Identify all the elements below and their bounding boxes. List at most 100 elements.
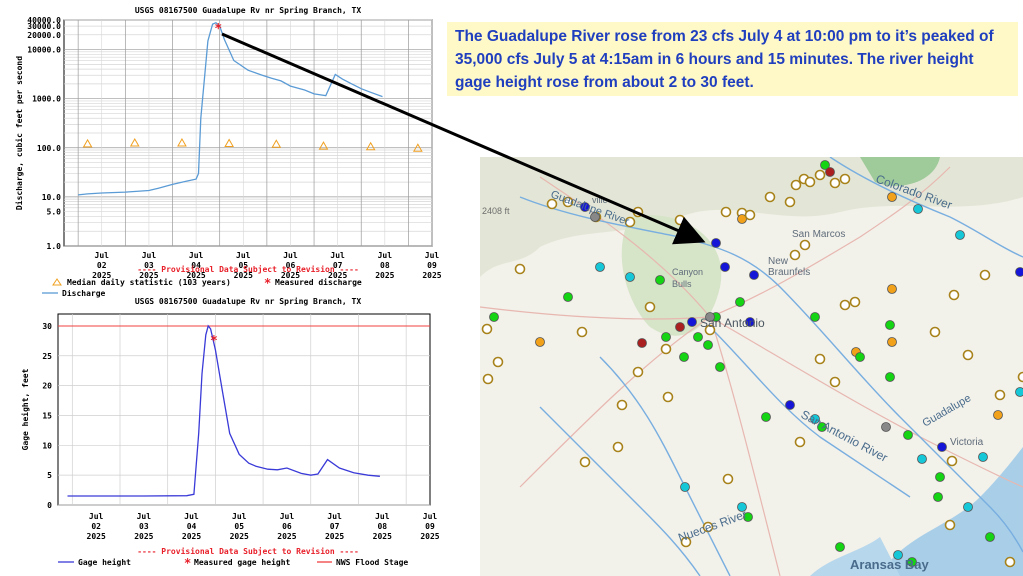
station-marker[interactable] — [885, 320, 895, 330]
station-marker[interactable] — [887, 337, 897, 347]
station-marker[interactable] — [985, 532, 995, 542]
station-marker[interactable] — [887, 192, 897, 202]
station-marker[interactable] — [946, 455, 958, 467]
station-marker[interactable] — [722, 473, 734, 485]
station-marker[interactable] — [644, 301, 656, 313]
station-marker[interactable] — [637, 338, 647, 348]
station-marker[interactable] — [703, 340, 713, 350]
station-marker[interactable] — [929, 326, 941, 338]
station-marker[interactable] — [632, 366, 644, 378]
station-marker[interactable] — [744, 209, 756, 221]
station-marker[interactable] — [825, 167, 835, 177]
station-marker[interactable] — [749, 270, 759, 280]
station-marker[interactable] — [704, 324, 716, 336]
station-marker[interactable] — [855, 352, 865, 362]
station-marker[interactable] — [944, 519, 956, 531]
station-marker[interactable] — [978, 452, 988, 462]
station-marker[interactable] — [907, 557, 917, 567]
station-marker[interactable] — [720, 262, 730, 272]
station-marker[interactable] — [789, 249, 801, 261]
station-marker[interactable] — [675, 322, 685, 332]
station-marker[interactable] — [737, 214, 747, 224]
station-marker[interactable] — [661, 332, 671, 342]
station-marker[interactable] — [579, 456, 591, 468]
station-marker[interactable] — [784, 196, 796, 208]
station-marker[interactable] — [829, 177, 841, 189]
station-marker[interactable] — [839, 173, 851, 185]
station-marker[interactable] — [715, 362, 725, 372]
station-marker[interactable] — [799, 239, 811, 251]
station-marker[interactable] — [1015, 387, 1023, 397]
station-marker[interactable] — [849, 296, 861, 308]
station-marker[interactable] — [814, 353, 826, 365]
streamflow-map[interactable]: San Marcos New Braunfels San Antonio Vic… — [480, 157, 1023, 576]
station-marker[interactable] — [937, 442, 947, 452]
station-marker[interactable] — [743, 512, 753, 522]
station-marker[interactable] — [790, 179, 802, 191]
station-marker[interactable] — [913, 204, 923, 214]
station-marker[interactable] — [1015, 267, 1023, 277]
station-marker[interactable] — [810, 312, 820, 322]
station-marker[interactable] — [917, 454, 927, 464]
station-marker[interactable] — [887, 284, 897, 294]
station-marker[interactable] — [979, 269, 991, 281]
station-marker[interactable] — [935, 472, 945, 482]
station-marker[interactable] — [590, 212, 600, 222]
station-marker[interactable] — [1004, 556, 1016, 568]
station-marker[interactable] — [993, 410, 1003, 420]
station-marker[interactable] — [595, 262, 605, 272]
station-marker[interactable] — [810, 414, 820, 424]
station-marker[interactable] — [817, 422, 827, 432]
station-marker[interactable] — [804, 176, 816, 188]
station-marker[interactable] — [720, 206, 732, 218]
station-marker[interactable] — [514, 263, 526, 275]
station-marker[interactable] — [535, 337, 545, 347]
station-marker[interactable] — [933, 492, 943, 502]
station-marker[interactable] — [881, 422, 891, 432]
station-marker[interactable] — [492, 356, 504, 368]
station-marker[interactable] — [662, 391, 674, 403]
station-marker[interactable] — [687, 317, 697, 327]
station-marker[interactable] — [737, 502, 747, 512]
station-marker[interactable] — [660, 343, 672, 355]
station-marker[interactable] — [655, 275, 665, 285]
station-marker[interactable] — [616, 399, 628, 411]
station-marker[interactable] — [546, 198, 558, 210]
station-marker[interactable] — [563, 292, 573, 302]
station-marker[interactable] — [735, 297, 745, 307]
station-marker[interactable] — [785, 400, 795, 410]
station-marker[interactable] — [963, 502, 973, 512]
station-marker[interactable] — [835, 542, 845, 552]
station-marker[interactable] — [576, 326, 588, 338]
station-marker[interactable] — [711, 238, 721, 248]
station-marker[interactable] — [580, 202, 590, 212]
station-marker[interactable] — [702, 521, 714, 533]
station-marker[interactable] — [955, 230, 965, 240]
station-marker[interactable] — [903, 430, 913, 440]
station-marker[interactable] — [1017, 371, 1023, 383]
station-marker[interactable] — [745, 317, 755, 327]
station-marker[interactable] — [562, 196, 574, 208]
station-marker[interactable] — [764, 191, 776, 203]
station-marker[interactable] — [839, 299, 851, 311]
station-marker[interactable] — [820, 160, 830, 170]
station-marker[interactable] — [705, 312, 715, 322]
station-marker[interactable] — [482, 373, 494, 385]
station-marker[interactable] — [994, 389, 1006, 401]
station-marker[interactable] — [885, 372, 895, 382]
station-marker[interactable] — [948, 289, 960, 301]
station-marker[interactable] — [962, 349, 974, 361]
station-marker[interactable] — [893, 550, 903, 560]
station-marker[interactable] — [693, 332, 703, 342]
station-marker[interactable] — [814, 169, 826, 181]
station-marker[interactable] — [481, 323, 493, 335]
station-marker[interactable] — [612, 441, 624, 453]
station-marker[interactable] — [625, 272, 635, 282]
station-marker[interactable] — [624, 216, 636, 228]
station-marker[interactable] — [761, 412, 771, 422]
station-marker[interactable] — [489, 312, 499, 322]
station-marker[interactable] — [680, 536, 692, 548]
station-marker[interactable] — [680, 482, 690, 492]
station-marker[interactable] — [679, 352, 689, 362]
station-marker[interactable] — [794, 436, 806, 448]
